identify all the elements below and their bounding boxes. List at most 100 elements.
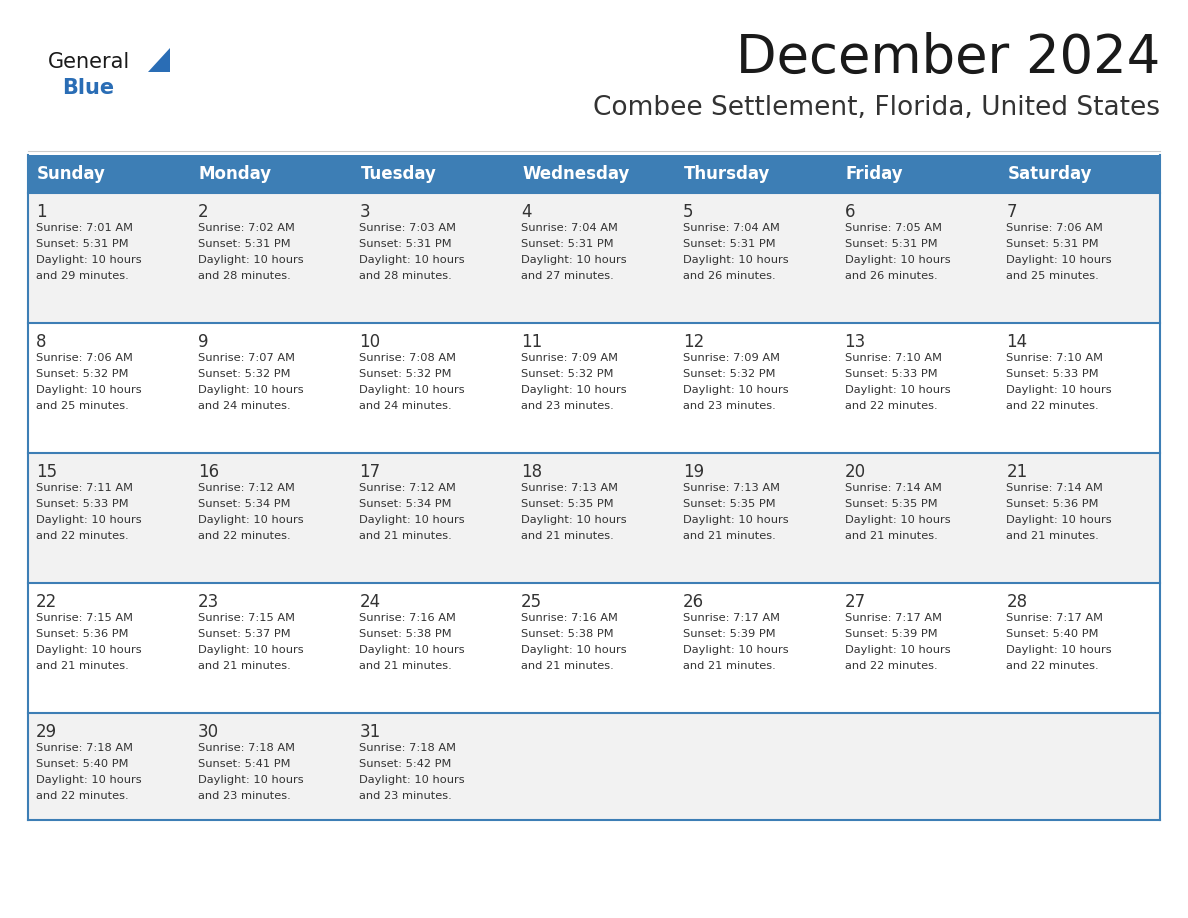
Text: Combee Settlement, Florida, United States: Combee Settlement, Florida, United State… bbox=[593, 95, 1159, 121]
Text: Sunset: 5:31 PM: Sunset: 5:31 PM bbox=[1006, 239, 1099, 249]
Text: Sunrise: 7:13 AM: Sunrise: 7:13 AM bbox=[683, 483, 779, 493]
Text: and 21 minutes.: and 21 minutes. bbox=[197, 661, 290, 671]
Text: Daylight: 10 hours: Daylight: 10 hours bbox=[522, 515, 627, 525]
Text: 10: 10 bbox=[360, 333, 380, 351]
Text: Sunrise: 7:16 AM: Sunrise: 7:16 AM bbox=[360, 613, 456, 623]
Text: Sunset: 5:32 PM: Sunset: 5:32 PM bbox=[683, 369, 776, 379]
Text: Sunset: 5:35 PM: Sunset: 5:35 PM bbox=[683, 499, 776, 509]
Text: Sunrise: 7:04 AM: Sunrise: 7:04 AM bbox=[683, 223, 779, 233]
Text: Sunset: 5:32 PM: Sunset: 5:32 PM bbox=[522, 369, 614, 379]
Text: Sunrise: 7:03 AM: Sunrise: 7:03 AM bbox=[360, 223, 456, 233]
Text: Sunset: 5:36 PM: Sunset: 5:36 PM bbox=[36, 629, 128, 639]
Text: Sunrise: 7:04 AM: Sunrise: 7:04 AM bbox=[522, 223, 618, 233]
Text: Sunrise: 7:10 AM: Sunrise: 7:10 AM bbox=[1006, 353, 1104, 363]
Text: Daylight: 10 hours: Daylight: 10 hours bbox=[36, 515, 141, 525]
Text: Sunrise: 7:18 AM: Sunrise: 7:18 AM bbox=[197, 743, 295, 753]
Text: Sunset: 5:33 PM: Sunset: 5:33 PM bbox=[36, 499, 128, 509]
Text: 17: 17 bbox=[360, 463, 380, 481]
Text: Sunset: 5:34 PM: Sunset: 5:34 PM bbox=[360, 499, 451, 509]
Text: 26: 26 bbox=[683, 593, 704, 611]
Text: Sunset: 5:32 PM: Sunset: 5:32 PM bbox=[360, 369, 451, 379]
Text: 22: 22 bbox=[36, 593, 57, 611]
Text: Daylight: 10 hours: Daylight: 10 hours bbox=[1006, 515, 1112, 525]
Text: and 21 minutes.: and 21 minutes. bbox=[683, 661, 776, 671]
Text: and 21 minutes.: and 21 minutes. bbox=[36, 661, 128, 671]
Text: Daylight: 10 hours: Daylight: 10 hours bbox=[36, 775, 141, 785]
Text: 5: 5 bbox=[683, 203, 694, 221]
Text: Sunrise: 7:17 AM: Sunrise: 7:17 AM bbox=[683, 613, 779, 623]
Text: 28: 28 bbox=[1006, 593, 1028, 611]
Text: and 26 minutes.: and 26 minutes. bbox=[845, 271, 937, 281]
Text: Tuesday: Tuesday bbox=[360, 165, 436, 183]
Text: Sunrise: 7:17 AM: Sunrise: 7:17 AM bbox=[845, 613, 942, 623]
Text: and 21 minutes.: and 21 minutes. bbox=[360, 661, 453, 671]
Text: Sunrise: 7:13 AM: Sunrise: 7:13 AM bbox=[522, 483, 618, 493]
Text: and 25 minutes.: and 25 minutes. bbox=[36, 401, 128, 411]
Text: 13: 13 bbox=[845, 333, 866, 351]
Text: Daylight: 10 hours: Daylight: 10 hours bbox=[683, 385, 789, 395]
Text: Sunrise: 7:18 AM: Sunrise: 7:18 AM bbox=[36, 743, 133, 753]
Text: and 21 minutes.: and 21 minutes. bbox=[845, 531, 937, 541]
Text: and 22 minutes.: and 22 minutes. bbox=[36, 531, 128, 541]
Text: Sunrise: 7:07 AM: Sunrise: 7:07 AM bbox=[197, 353, 295, 363]
Text: Sunrise: 7:10 AM: Sunrise: 7:10 AM bbox=[845, 353, 942, 363]
Text: Sunrise: 7:05 AM: Sunrise: 7:05 AM bbox=[845, 223, 942, 233]
Text: Daylight: 10 hours: Daylight: 10 hours bbox=[360, 255, 465, 265]
Text: Daylight: 10 hours: Daylight: 10 hours bbox=[683, 515, 789, 525]
Text: 7: 7 bbox=[1006, 203, 1017, 221]
Text: Daylight: 10 hours: Daylight: 10 hours bbox=[197, 645, 303, 655]
Text: Sunrise: 7:14 AM: Sunrise: 7:14 AM bbox=[845, 483, 941, 493]
Text: Daylight: 10 hours: Daylight: 10 hours bbox=[1006, 645, 1112, 655]
Bar bbox=[29, 583, 1159, 713]
Text: Sunrise: 7:08 AM: Sunrise: 7:08 AM bbox=[360, 353, 456, 363]
Text: Sunset: 5:31 PM: Sunset: 5:31 PM bbox=[36, 239, 128, 249]
Text: Sunrise: 7:01 AM: Sunrise: 7:01 AM bbox=[36, 223, 133, 233]
Text: Daylight: 10 hours: Daylight: 10 hours bbox=[845, 255, 950, 265]
Text: 24: 24 bbox=[360, 593, 380, 611]
Text: Sunrise: 7:15 AM: Sunrise: 7:15 AM bbox=[197, 613, 295, 623]
Text: 16: 16 bbox=[197, 463, 219, 481]
Text: Sunrise: 7:15 AM: Sunrise: 7:15 AM bbox=[36, 613, 133, 623]
Text: Saturday: Saturday bbox=[1007, 165, 1092, 183]
Text: Daylight: 10 hours: Daylight: 10 hours bbox=[1006, 385, 1112, 395]
Text: Daylight: 10 hours: Daylight: 10 hours bbox=[845, 515, 950, 525]
Text: Sunset: 5:39 PM: Sunset: 5:39 PM bbox=[683, 629, 776, 639]
Text: and 22 minutes.: and 22 minutes. bbox=[1006, 401, 1099, 411]
Text: Daylight: 10 hours: Daylight: 10 hours bbox=[36, 385, 141, 395]
Text: 3: 3 bbox=[360, 203, 369, 221]
Text: and 22 minutes.: and 22 minutes. bbox=[845, 401, 937, 411]
Text: Daylight: 10 hours: Daylight: 10 hours bbox=[197, 255, 303, 265]
Text: Daylight: 10 hours: Daylight: 10 hours bbox=[522, 385, 627, 395]
Text: and 22 minutes.: and 22 minutes. bbox=[845, 661, 937, 671]
Text: Daylight: 10 hours: Daylight: 10 hours bbox=[36, 645, 141, 655]
Text: and 21 minutes.: and 21 minutes. bbox=[360, 531, 453, 541]
Text: Sunset: 5:34 PM: Sunset: 5:34 PM bbox=[197, 499, 290, 509]
Text: Sunset: 5:38 PM: Sunset: 5:38 PM bbox=[522, 629, 614, 639]
Text: Sunset: 5:36 PM: Sunset: 5:36 PM bbox=[1006, 499, 1099, 509]
Text: 8: 8 bbox=[36, 333, 46, 351]
Text: 9: 9 bbox=[197, 333, 208, 351]
Text: Sunrise: 7:16 AM: Sunrise: 7:16 AM bbox=[522, 613, 618, 623]
Text: 15: 15 bbox=[36, 463, 57, 481]
Text: Daylight: 10 hours: Daylight: 10 hours bbox=[36, 255, 141, 265]
Text: Daylight: 10 hours: Daylight: 10 hours bbox=[845, 645, 950, 655]
Text: December 2024: December 2024 bbox=[735, 32, 1159, 84]
Text: General: General bbox=[48, 52, 131, 72]
Text: Sunrise: 7:12 AM: Sunrise: 7:12 AM bbox=[197, 483, 295, 493]
Text: 25: 25 bbox=[522, 593, 542, 611]
Text: Monday: Monday bbox=[198, 165, 272, 183]
Text: Sunset: 5:32 PM: Sunset: 5:32 PM bbox=[197, 369, 290, 379]
Text: Sunset: 5:32 PM: Sunset: 5:32 PM bbox=[36, 369, 128, 379]
Text: Friday: Friday bbox=[846, 165, 903, 183]
Text: and 28 minutes.: and 28 minutes. bbox=[197, 271, 290, 281]
Text: and 24 minutes.: and 24 minutes. bbox=[360, 401, 453, 411]
Text: and 21 minutes.: and 21 minutes. bbox=[522, 531, 614, 541]
Text: 21: 21 bbox=[1006, 463, 1028, 481]
Text: 18: 18 bbox=[522, 463, 542, 481]
Text: 31: 31 bbox=[360, 723, 380, 741]
Text: Sunrise: 7:11 AM: Sunrise: 7:11 AM bbox=[36, 483, 133, 493]
Bar bbox=[29, 453, 1159, 583]
Text: Sunrise: 7:09 AM: Sunrise: 7:09 AM bbox=[522, 353, 618, 363]
Bar bbox=[29, 713, 1159, 820]
Text: Daylight: 10 hours: Daylight: 10 hours bbox=[360, 385, 465, 395]
